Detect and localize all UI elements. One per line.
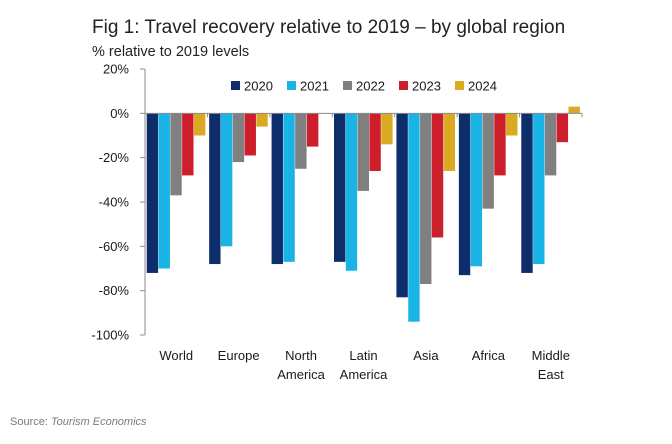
bar-2023 — [369, 113, 381, 171]
chart-title: Fig 1: Travel recovery relative to 2019 … — [92, 17, 566, 38]
bar-2023 — [306, 113, 319, 147]
y-tick-label: -100% — [91, 328, 129, 343]
x-tick-label: America — [340, 367, 388, 382]
bar-2021 — [533, 113, 545, 265]
x-axis-labels: World Europe North America Latin America Asia A… — [159, 348, 570, 382]
x-tick-label: Europe — [218, 348, 260, 363]
bar-2024 — [443, 113, 456, 171]
x-axis — [144, 112, 583, 118]
bar-2020 — [209, 113, 221, 265]
bar-2024 — [381, 113, 393, 145]
bar-2021 — [470, 113, 483, 267]
legend-label: 2024 — [468, 79, 497, 94]
legend-swatch-2022 — [343, 81, 352, 90]
y-tick-label: -40% — [99, 195, 130, 210]
bar-2020 — [458, 113, 471, 276]
bar-2021 — [345, 113, 358, 271]
bar-2021 — [408, 113, 420, 322]
bar-2023 — [182, 113, 194, 176]
bar-2020 — [396, 113, 408, 298]
y-axis: 20% 0% -20% -40% -60% -80% -100% — [91, 62, 146, 343]
bar-2020 — [521, 113, 533, 273]
x-tick-label: World — [159, 348, 193, 363]
bar-2020 — [334, 113, 346, 262]
source-name: Tourism Economics — [50, 416, 147, 428]
y-tick-label: 0% — [110, 106, 129, 121]
legend-label: 2020 — [244, 79, 273, 94]
bar-2024 — [193, 113, 206, 136]
bar-2022 — [232, 113, 245, 163]
bar-2020 — [271, 113, 283, 265]
x-tick-label: Africa — [472, 348, 506, 363]
bar-2022 — [482, 113, 494, 209]
bar-2023 — [556, 113, 569, 143]
bar-2023 — [494, 113, 506, 176]
y-tick-label: -20% — [99, 150, 130, 165]
x-tick-label: Middle — [532, 348, 570, 363]
bar-2021 — [220, 113, 233, 247]
legend-swatch-2024 — [455, 81, 464, 90]
legend-swatch-2020 — [231, 81, 240, 90]
bar-2022 — [295, 113, 307, 169]
bar-2024 — [506, 113, 518, 136]
x-tick-label: Asia — [413, 348, 439, 363]
legend-swatch-2021 — [287, 81, 296, 90]
legend-label: 2023 — [412, 79, 441, 94]
x-tick-label: Latin — [349, 348, 377, 363]
bar-2023 — [431, 113, 444, 238]
x-tick-label: North — [285, 348, 317, 363]
bar-2022 — [170, 113, 182, 196]
legend-label: 2022 — [356, 79, 385, 94]
legend: 2020 2021 2022 2023 2024 — [231, 79, 497, 94]
x-tick-label: East — [538, 367, 564, 382]
bar-2024 — [256, 113, 268, 127]
bar-2021 — [158, 113, 170, 269]
legend-swatch-2023 — [399, 81, 408, 90]
bar-2023 — [244, 113, 256, 156]
source-prefix: Source: — [10, 416, 51, 428]
source-note: Source: Tourism Economics — [10, 416, 147, 428]
y-axis-label: % relative to 2019 levels — [92, 44, 250, 60]
bar-2022 — [357, 113, 369, 191]
y-tick-label: -60% — [99, 239, 130, 254]
x-tick-label: America — [277, 367, 325, 382]
bar-2024 — [568, 106, 580, 114]
bar-2022 — [544, 113, 557, 176]
y-tick-label: -80% — [99, 283, 130, 298]
legend-label: 2021 — [300, 79, 329, 94]
y-tick-label: 20% — [103, 62, 129, 77]
bar-2020 — [146, 113, 159, 273]
bar-series — [146, 106, 580, 322]
bar-2022 — [420, 113, 432, 285]
bar-2021 — [283, 113, 295, 262]
